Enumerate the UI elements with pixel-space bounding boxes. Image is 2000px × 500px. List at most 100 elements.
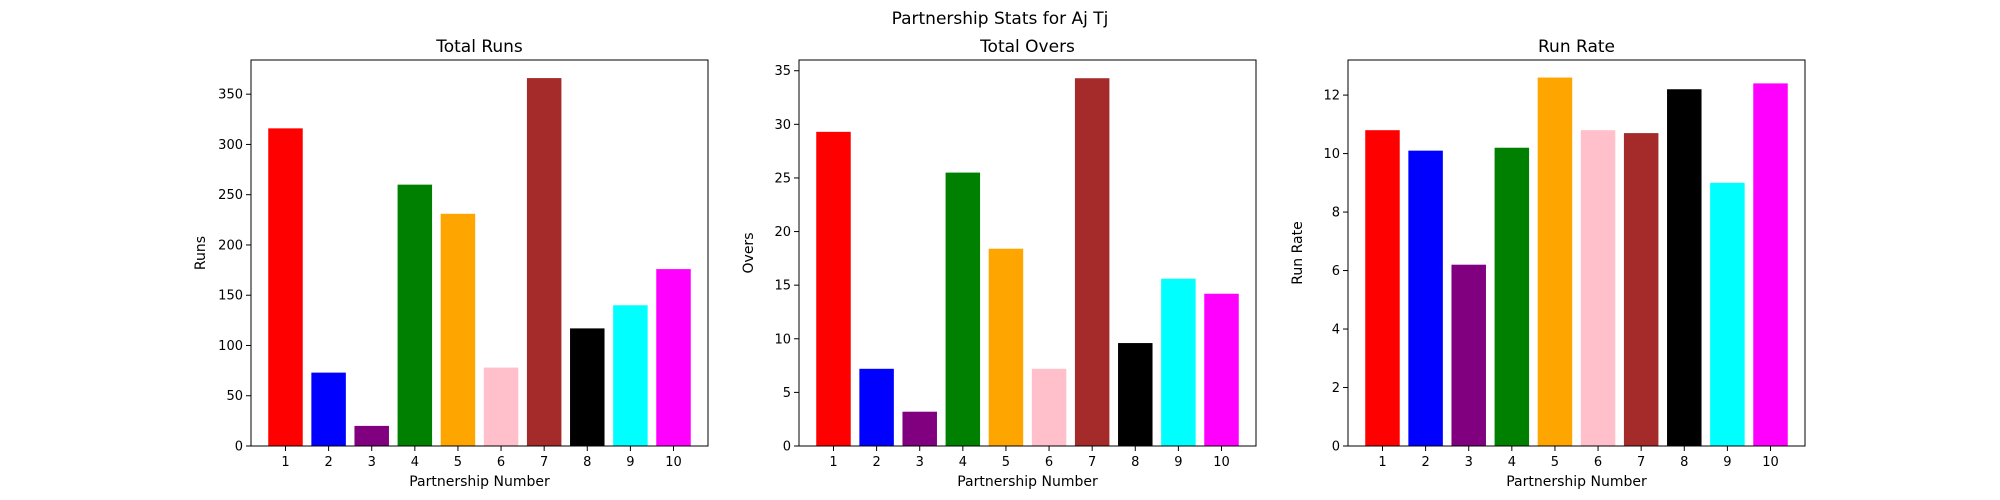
x-tick-label: 8 xyxy=(1680,455,1688,470)
x-axis-label: Partnership Number xyxy=(409,474,550,490)
bar-3 xyxy=(902,411,937,446)
x-tick-label: 7 xyxy=(1637,455,1645,470)
x-tick-label: 3 xyxy=(916,455,924,470)
x-tick-label: 6 xyxy=(497,455,505,470)
y-axis-label: Runs xyxy=(193,236,209,270)
axes-frame xyxy=(1347,59,1806,447)
bar-8 xyxy=(1667,89,1702,446)
chart-panel-2: Total Overs 1 2 3 4 5 6 7 8 9 10 0 5 10 15 20 25 30 35 Part… xyxy=(741,37,1257,490)
bar-2 xyxy=(1408,150,1443,446)
bar-1 xyxy=(268,128,303,446)
bar-10 xyxy=(1204,293,1239,446)
bar-6 xyxy=(1031,368,1067,446)
x-tick-label: 7 xyxy=(540,455,548,470)
x-tick-label: 9 xyxy=(626,455,634,470)
y-tick-label: 350 xyxy=(218,88,243,103)
x-tick-label: 8 xyxy=(1131,455,1139,470)
y-tick-label: 250 xyxy=(218,188,243,203)
x-tick-label: 9 xyxy=(1174,455,1182,470)
bar-8 xyxy=(570,328,605,446)
bar-9 xyxy=(613,305,648,446)
x-tick-label: 10 xyxy=(665,455,682,470)
y-tick-label: 0 xyxy=(1332,440,1340,455)
y-tick-label: 35 xyxy=(774,64,791,79)
x-tick-label: 5 xyxy=(1551,455,1559,470)
bar-3 xyxy=(354,425,389,446)
bar-4 xyxy=(945,172,981,447)
panel-title: Total Runs xyxy=(435,37,523,57)
y-tick-label: 25 xyxy=(774,171,791,186)
y-tick-label: 12 xyxy=(1323,89,1340,104)
bar-7 xyxy=(1074,78,1110,446)
bar-5 xyxy=(1537,77,1573,446)
bar-10 xyxy=(656,269,691,446)
y-tick-label: 4 xyxy=(1332,323,1340,338)
y-tick-label: 5 xyxy=(783,386,791,401)
axes-frame xyxy=(250,59,709,447)
bar-2 xyxy=(859,368,894,446)
x-tick-label: 4 xyxy=(411,455,419,470)
panel-title: Total Overs xyxy=(979,37,1075,57)
bar-1 xyxy=(816,131,851,447)
x-tick-label: 3 xyxy=(1465,455,1473,470)
x-axis-label: Partnership Number xyxy=(1506,474,1647,490)
y-tick-label: 8 xyxy=(1332,206,1340,221)
x-tick-label: 10 xyxy=(1213,455,1230,470)
x-tick-label: 3 xyxy=(368,455,376,470)
bar-4 xyxy=(1494,147,1530,446)
bar-5 xyxy=(988,248,1024,446)
y-tick-label: 15 xyxy=(774,279,791,294)
y-tick-label: 150 xyxy=(218,289,243,304)
y-tick-label: 100 xyxy=(218,339,243,354)
x-tick-label: 1 xyxy=(829,455,837,470)
bar-9 xyxy=(1710,182,1745,446)
x-tick-label: 2 xyxy=(324,455,332,470)
y-tick-label: 30 xyxy=(774,118,791,133)
x-tick-label: 7 xyxy=(1088,455,1096,470)
x-tick-label: 4 xyxy=(1508,455,1516,470)
axes-frame xyxy=(798,59,1257,447)
y-tick-label: 10 xyxy=(1323,147,1340,162)
bar-1 xyxy=(1365,130,1400,446)
y-tick-label: 300 xyxy=(218,138,243,153)
bar-6 xyxy=(483,367,519,446)
y-tick-label: 0 xyxy=(235,440,243,455)
bar-6 xyxy=(1580,130,1616,446)
x-tick-label: 1 xyxy=(281,455,289,470)
x-tick-label: 5 xyxy=(1002,455,1010,470)
x-tick-label: 1 xyxy=(1378,455,1386,470)
bar-2 xyxy=(311,372,346,446)
y-axis-label: Run Rate xyxy=(1290,221,1306,284)
y-tick-label: 10 xyxy=(774,332,791,347)
y-tick-label: 2 xyxy=(1332,381,1340,396)
bar-4 xyxy=(397,184,433,447)
y-axis-label: Overs xyxy=(741,233,757,274)
bar-5 xyxy=(440,213,476,446)
x-tick-label: 6 xyxy=(1045,455,1053,470)
x-axis-label: Partnership Number xyxy=(957,474,1098,490)
x-tick-label: 2 xyxy=(1421,455,1429,470)
y-tick-label: 6 xyxy=(1332,264,1340,279)
x-tick-label: 6 xyxy=(1594,455,1602,470)
x-tick-label: 9 xyxy=(1723,455,1731,470)
x-tick-label: 5 xyxy=(454,455,462,470)
bar-7 xyxy=(526,78,562,446)
figure-title: Partnership Stats for Aj Tj xyxy=(892,9,1109,29)
y-tick-label: 200 xyxy=(218,238,243,253)
bar-8 xyxy=(1118,343,1153,446)
bar-10 xyxy=(1753,83,1788,447)
x-tick-label: 4 xyxy=(959,455,967,470)
bar-3 xyxy=(1451,264,1486,446)
y-tick-label: 0 xyxy=(783,440,791,455)
x-tick-label: 10 xyxy=(1762,455,1779,470)
y-tick-label: 20 xyxy=(774,225,791,240)
x-tick-label: 8 xyxy=(583,455,591,470)
panel-title: Run Rate xyxy=(1538,37,1615,57)
bar-7 xyxy=(1623,133,1659,446)
bar-9 xyxy=(1161,278,1196,446)
x-tick-label: 2 xyxy=(872,455,880,470)
